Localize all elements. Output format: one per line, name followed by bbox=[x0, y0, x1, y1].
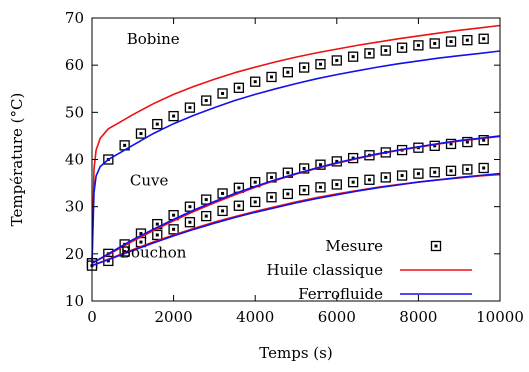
data-point-mesure-center bbox=[449, 40, 453, 44]
data-point-mesure-center bbox=[465, 38, 469, 42]
data-point-mesure-center bbox=[318, 62, 322, 66]
plot-marks bbox=[86, 24, 501, 271]
data-point-mesure-center bbox=[367, 51, 371, 55]
x-tick-label: 10000 bbox=[476, 308, 524, 326]
data-point-mesure-center bbox=[302, 166, 306, 170]
data-point-mesure-center bbox=[204, 214, 208, 218]
data-point-mesure-center bbox=[482, 166, 486, 170]
y-tick-label: 20 bbox=[65, 245, 84, 263]
data-point-mesure-center bbox=[302, 66, 306, 70]
data-point-mesure-center bbox=[286, 171, 290, 175]
x-axis-label: Temps (s) bbox=[259, 344, 332, 362]
data-point-mesure-center bbox=[335, 58, 339, 62]
data-point-mesure-center bbox=[237, 86, 241, 90]
data-point-mesure-center bbox=[416, 172, 420, 176]
data-point-mesure-center bbox=[253, 200, 257, 204]
data-point-mesure-center bbox=[155, 122, 159, 126]
data-point-mesure-center bbox=[318, 163, 322, 167]
data-point-mesure-center bbox=[465, 167, 469, 171]
data-point-mesure-center bbox=[253, 180, 257, 184]
series-line-ferrofluide-2 bbox=[91, 172, 501, 267]
data-point-mesure-center bbox=[302, 188, 306, 192]
data-point-mesure-center bbox=[416, 43, 420, 47]
data-point-mesure-center bbox=[172, 213, 176, 217]
annotation-bouchon: Bouchon bbox=[120, 244, 187, 262]
x-tick-label: 6000 bbox=[318, 308, 356, 326]
series-line-huile-classique-0 bbox=[91, 24, 501, 264]
x-tick-label: 0 bbox=[87, 308, 97, 326]
data-point-mesure-center bbox=[482, 37, 486, 41]
data-point-mesure-center bbox=[318, 185, 322, 189]
data-point-mesure-center bbox=[204, 198, 208, 202]
y-tick-label: 50 bbox=[65, 103, 84, 121]
data-point-mesure-center bbox=[384, 175, 388, 179]
data-point-mesure-center bbox=[172, 114, 176, 118]
y-tick-label: 60 bbox=[65, 56, 84, 74]
data-point-mesure-center bbox=[286, 192, 290, 196]
data-point-mesure-center bbox=[335, 182, 339, 186]
data-point-mesure-center bbox=[433, 170, 437, 174]
data-point-mesure-center bbox=[155, 222, 159, 226]
data-point-mesure-center bbox=[482, 138, 486, 142]
data-point-mesure-center bbox=[400, 174, 404, 178]
data-point-mesure-center bbox=[335, 159, 339, 163]
data-point-mesure-center bbox=[221, 91, 225, 95]
data-point-mesure-center bbox=[270, 195, 274, 199]
y-tick-label: 40 bbox=[65, 151, 84, 169]
data-point-mesure-center bbox=[367, 178, 371, 182]
data-point-mesure-center bbox=[188, 106, 192, 110]
axes: 0 2000 4000 6000 8000 10000 10 20 30 40 50 60 70 Temp… bbox=[8, 9, 524, 362]
x-tick-label: 4000 bbox=[236, 308, 274, 326]
data-point-mesure-center bbox=[139, 240, 143, 244]
data-point-mesure-center bbox=[433, 144, 437, 148]
data-point-mesure-center bbox=[286, 70, 290, 74]
data-point-mesure-center bbox=[351, 156, 355, 160]
y-tick-label: 70 bbox=[65, 9, 84, 27]
annotation-bobine: Bobine bbox=[127, 30, 180, 48]
series-line-ferrofluide-1 bbox=[91, 135, 501, 264]
y-tick-label: 30 bbox=[65, 198, 84, 216]
data-point-mesure-center bbox=[123, 249, 127, 253]
data-point-mesure-center bbox=[270, 75, 274, 79]
legend-label-mesure: Mesure bbox=[325, 237, 383, 255]
data-point-mesure-center bbox=[204, 99, 208, 103]
data-point-mesure-center bbox=[433, 41, 437, 45]
data-point-mesure-center bbox=[221, 191, 225, 195]
annotation-cuve: Cuve bbox=[130, 171, 169, 189]
data-point-mesure-center bbox=[465, 140, 469, 144]
x-tick-label: 8000 bbox=[399, 308, 437, 326]
data-point-mesure-center bbox=[155, 233, 159, 237]
data-point-mesure-center bbox=[237, 204, 241, 208]
legend-label-huile-classique: Huile classique bbox=[267, 261, 384, 279]
data-point-mesure-center bbox=[188, 220, 192, 224]
legend-marker-mesure-center bbox=[434, 244, 438, 248]
data-point-mesure-center bbox=[253, 80, 257, 84]
data-point-mesure-center bbox=[270, 175, 274, 179]
data-point-mesure-center bbox=[384, 49, 388, 53]
data-point-mesure-center bbox=[351, 55, 355, 59]
legend: Mesure Huile classique Ferrofluide bbox=[267, 237, 472, 303]
data-point-mesure-center bbox=[172, 227, 176, 231]
data-point-mesure-center bbox=[139, 232, 143, 236]
y-tick-label: 10 bbox=[65, 292, 84, 310]
x-tick-label: 2000 bbox=[155, 308, 193, 326]
data-point-mesure-center bbox=[449, 169, 453, 173]
data-point-mesure-center bbox=[351, 180, 355, 184]
y-axis-label: Température (°C) bbox=[8, 93, 26, 227]
data-point-mesure-center bbox=[123, 143, 127, 147]
data-point-mesure-center bbox=[237, 186, 241, 190]
data-point-mesure-center bbox=[106, 259, 110, 263]
data-point-mesure-center bbox=[139, 132, 143, 136]
series-line-ferrofluide-0 bbox=[91, 50, 501, 264]
data-point-mesure-center bbox=[221, 209, 225, 213]
data-point-mesure-center bbox=[449, 142, 453, 146]
legend-label-ferrofluide: Ferrofluide bbox=[298, 285, 383, 303]
data-point-mesure-center bbox=[188, 205, 192, 209]
data-point-mesure-center bbox=[400, 46, 404, 50]
